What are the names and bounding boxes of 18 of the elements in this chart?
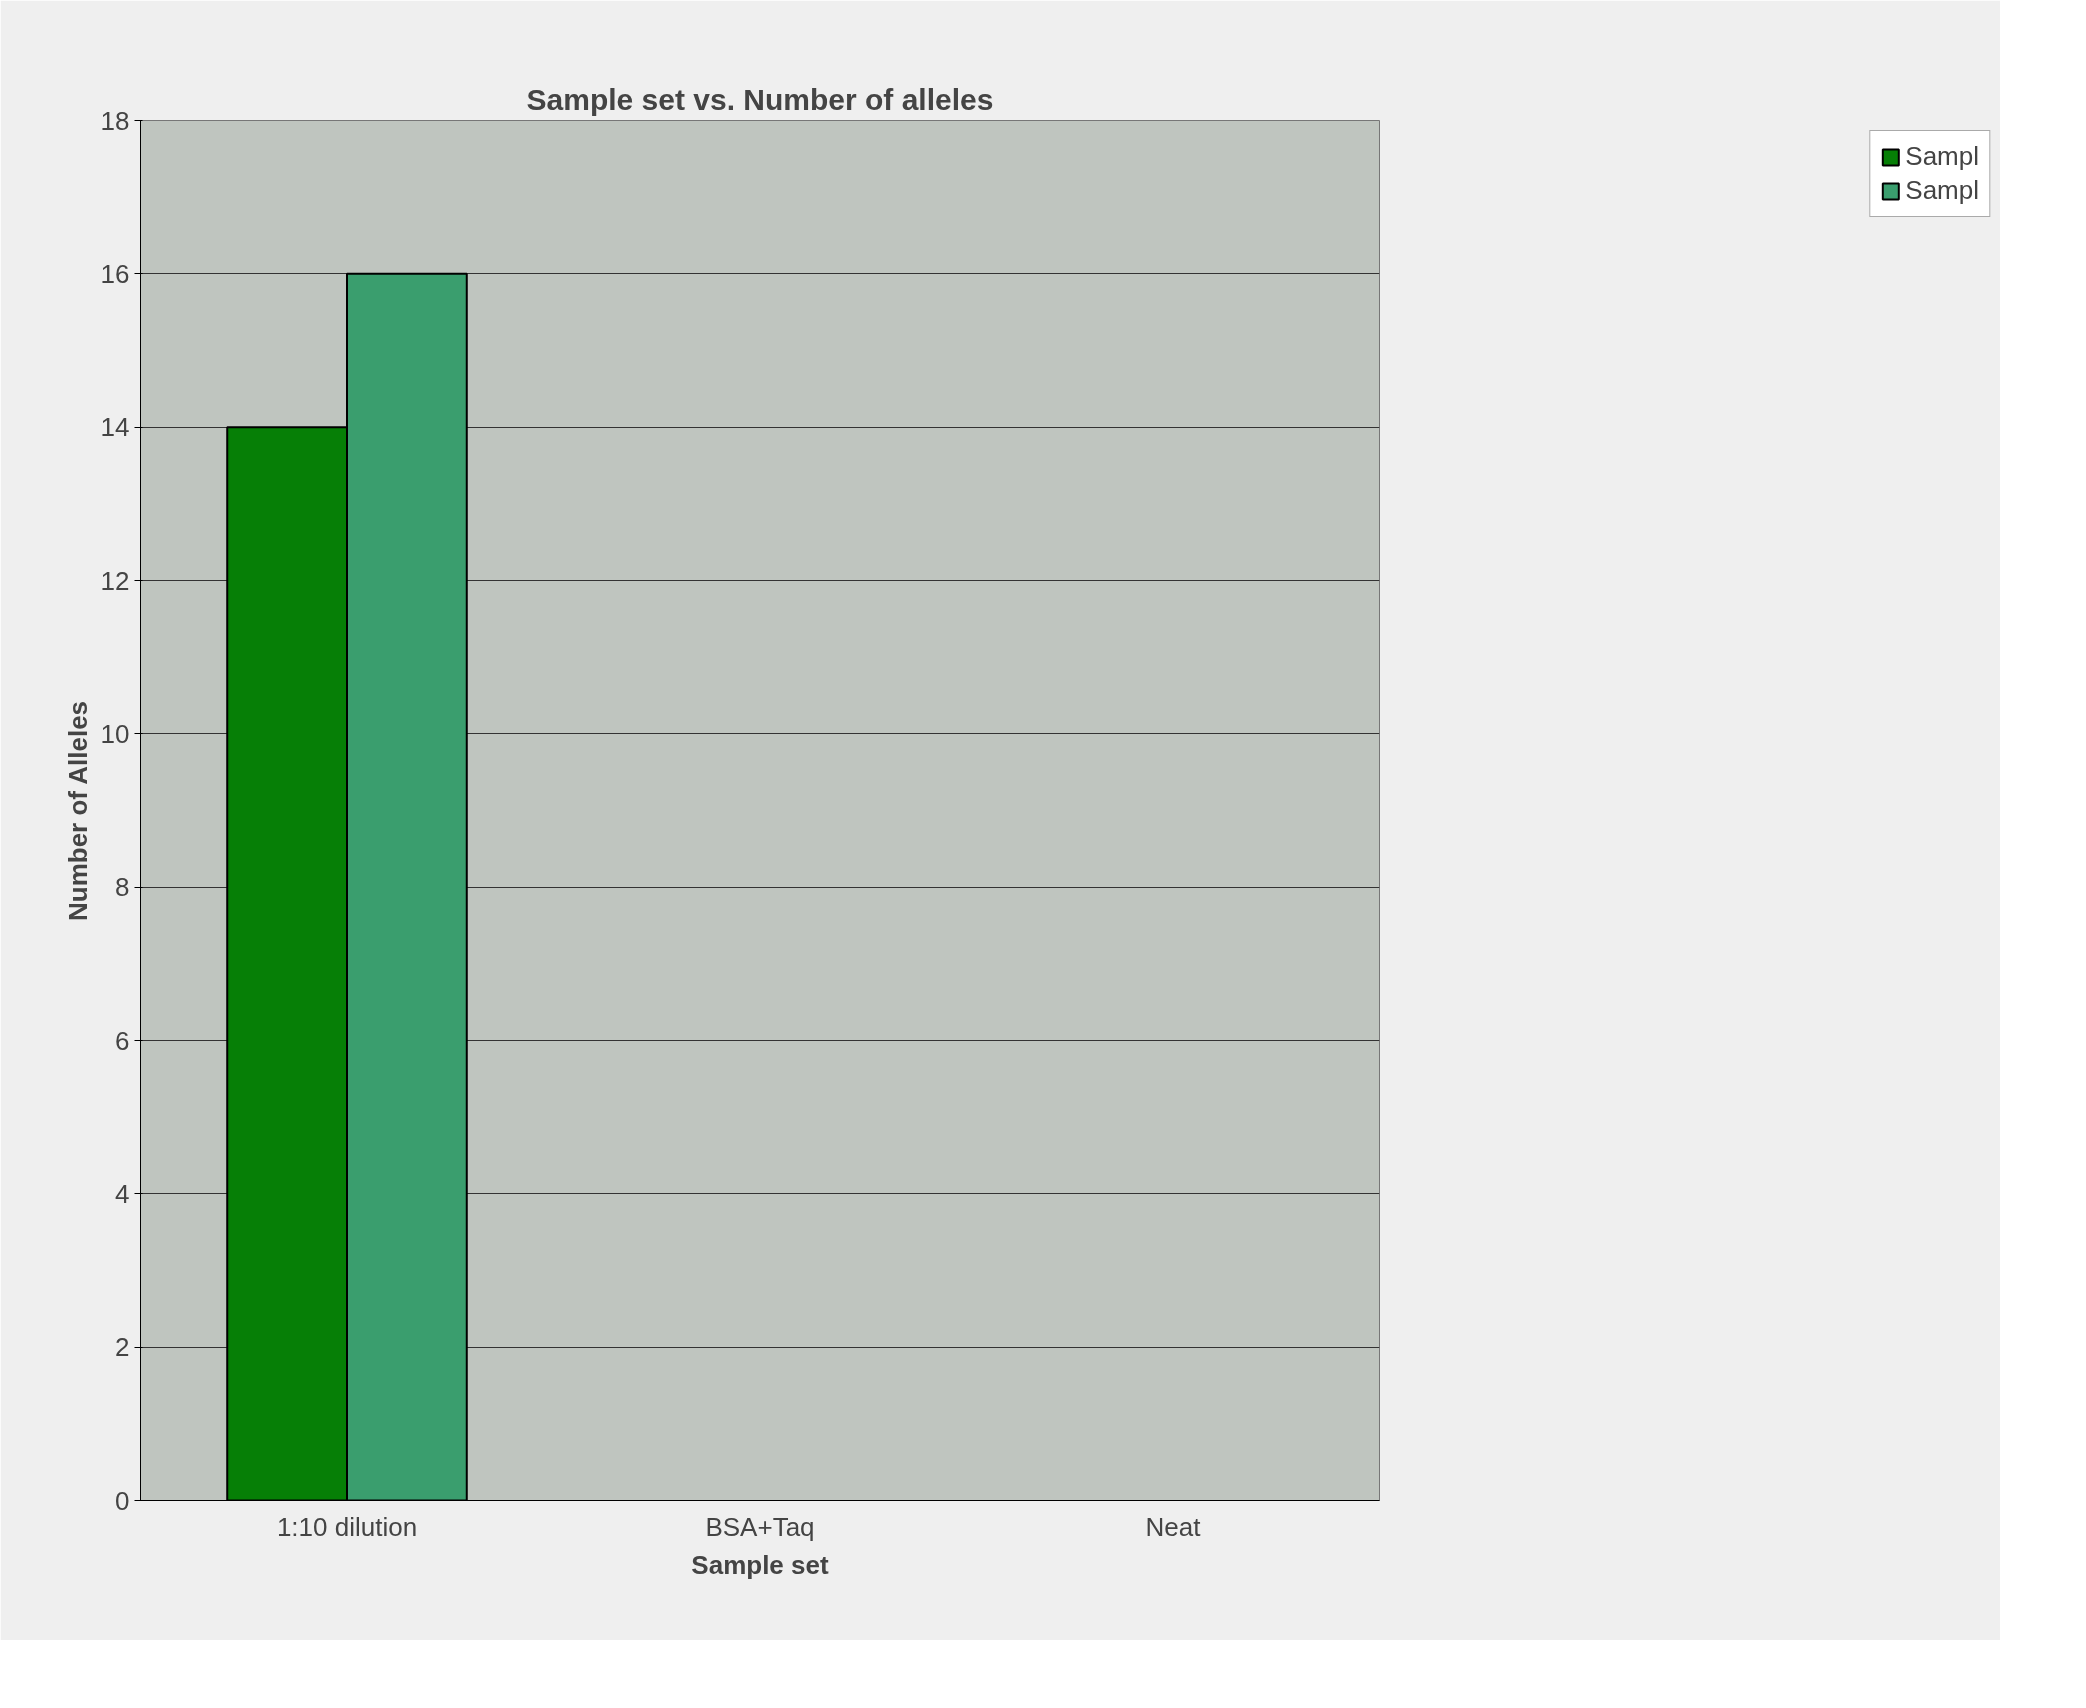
chart-title: Sample set vs. Number of alleles — [526, 82, 994, 116]
y-tick-label: 4 — [115, 1178, 130, 1209]
legend-label: Sampl — [1905, 141, 1979, 172]
legend-label: Sampl — [1905, 175, 1979, 206]
y-tick-label: 16 — [100, 258, 130, 289]
y-tick-label: 8 — [115, 872, 130, 903]
y-tick-label: 0 — [115, 1485, 130, 1516]
x-tick-label: BSA+Taq — [705, 1511, 815, 1542]
y-tick-label: 2 — [115, 1332, 130, 1363]
x-tick-label: Neat — [1145, 1511, 1202, 1542]
y-tick-label: 12 — [100, 565, 130, 596]
x-axis-title: Sample set — [691, 1549, 829, 1580]
y-tick-label: 6 — [115, 1025, 130, 1056]
y-axis-title: Number of Alleles — [62, 700, 93, 922]
y-tick-label: 14 — [100, 412, 130, 443]
y-tick-label: 18 — [100, 105, 130, 136]
y-tick-label: 10 — [100, 718, 130, 749]
x-tick-label: 1:10 dilution — [276, 1511, 418, 1542]
